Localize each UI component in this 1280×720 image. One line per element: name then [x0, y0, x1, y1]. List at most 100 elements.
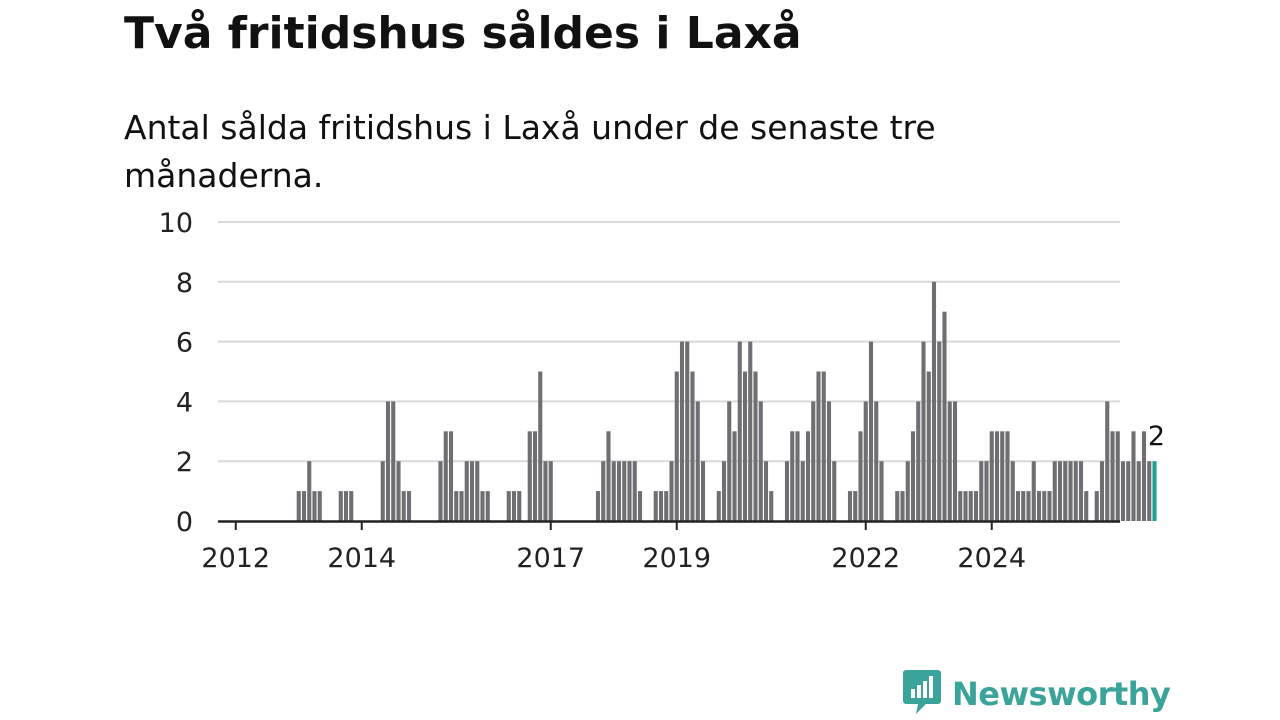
- bar: [396, 461, 401, 521]
- bar: [679, 341, 685, 521]
- bar: [769, 491, 774, 521]
- bar: [391, 401, 396, 521]
- y-tick-label: 2: [176, 447, 193, 478]
- bar: [921, 341, 926, 521]
- bar: [1000, 431, 1005, 521]
- bar: [469, 461, 475, 521]
- bar: [685, 341, 690, 521]
- bar: [622, 461, 627, 521]
- bar: [753, 371, 758, 521]
- bar: [942, 311, 947, 521]
- bar: [485, 491, 490, 521]
- bar: [727, 401, 732, 521]
- bar: [548, 461, 553, 521]
- bar: [1068, 461, 1073, 521]
- bar: [401, 491, 406, 521]
- bar: [1099, 461, 1105, 521]
- bar: [480, 491, 485, 521]
- bar: [506, 491, 511, 521]
- bar: [700, 461, 706, 521]
- bar: [406, 491, 412, 521]
- bar: [868, 341, 874, 521]
- bars: [296, 281, 1157, 521]
- x-tick-label: 2022: [831, 543, 900, 574]
- bar: [1015, 491, 1021, 521]
- bar: [800, 461, 805, 521]
- bar: [616, 461, 622, 521]
- bar: [349, 491, 354, 521]
- gridlines: [218, 221, 1120, 463]
- newsworthy-brand[interactable]: Newsworthy: [902, 668, 1171, 720]
- bar: [527, 431, 532, 521]
- bar: [296, 491, 301, 521]
- bar: [475, 461, 480, 521]
- bar: [994, 431, 1000, 521]
- bar: [459, 491, 464, 521]
- bar: [669, 461, 674, 521]
- y-axis-tick-labels: 0 2 4 6 8 10: [159, 208, 193, 538]
- brand-name: Newsworthy: [952, 675, 1171, 713]
- bar: [947, 401, 952, 521]
- bar: [454, 491, 459, 521]
- bar: [464, 461, 469, 521]
- bar: [637, 491, 643, 521]
- bar: [1147, 461, 1152, 521]
- bar: [790, 431, 795, 521]
- bar: [1010, 461, 1015, 521]
- bar: [952, 401, 958, 521]
- y-tick-label: 10: [159, 208, 193, 239]
- bar: [895, 491, 900, 521]
- x-tick-label: 2024: [957, 543, 1026, 574]
- bar: [958, 491, 963, 521]
- bar: [1120, 461, 1126, 521]
- bar-latest: [1152, 461, 1157, 521]
- bar: [312, 491, 317, 521]
- bar: [1115, 431, 1120, 521]
- bar: [874, 401, 879, 521]
- bar: [674, 371, 679, 521]
- bar: [606, 431, 611, 521]
- bar: [973, 491, 979, 521]
- bar: [784, 461, 790, 521]
- bar: [1057, 461, 1063, 521]
- chart-title: Två fritidshus såldes i Laxå: [124, 8, 802, 59]
- newsworthy-logo-icon: [902, 668, 942, 720]
- bar: [443, 431, 448, 521]
- bar: [1036, 491, 1042, 521]
- bar: [963, 491, 968, 521]
- bar: [658, 491, 664, 521]
- bar: [1131, 431, 1136, 521]
- bar: [385, 401, 391, 521]
- bar: [532, 431, 538, 521]
- bar: [438, 461, 443, 521]
- bar: [968, 491, 973, 521]
- bar: [1078, 461, 1084, 521]
- bar: [858, 431, 863, 521]
- x-axis: [218, 520, 1120, 530]
- bar: [664, 491, 669, 521]
- bar: [1126, 461, 1131, 521]
- bar: [916, 401, 921, 521]
- y-tick-label: 0: [176, 507, 193, 538]
- bar: [816, 371, 821, 521]
- bar-chart: 0 2 4 6 8 10 2012 2014 2017 2019 2022 2024 2: [159, 208, 1165, 574]
- bar: [1063, 461, 1068, 521]
- bar: [758, 401, 763, 521]
- bar: [627, 461, 632, 521]
- bar: [1052, 461, 1057, 521]
- bar: [690, 371, 695, 521]
- bar: [1031, 461, 1036, 521]
- bar: [307, 461, 312, 521]
- bar: [811, 401, 816, 521]
- bar: [742, 371, 748, 521]
- data-labels: 2: [1148, 421, 1165, 452]
- bar: [1026, 491, 1031, 521]
- x-tick-label: 2012: [201, 543, 270, 574]
- bar: [511, 491, 517, 521]
- bar: [338, 491, 343, 521]
- bar: [538, 371, 543, 521]
- bar: [989, 431, 994, 521]
- x-tick-label: 2019: [642, 543, 711, 574]
- x-tick-label: 2014: [327, 543, 396, 574]
- bar: [1110, 431, 1115, 521]
